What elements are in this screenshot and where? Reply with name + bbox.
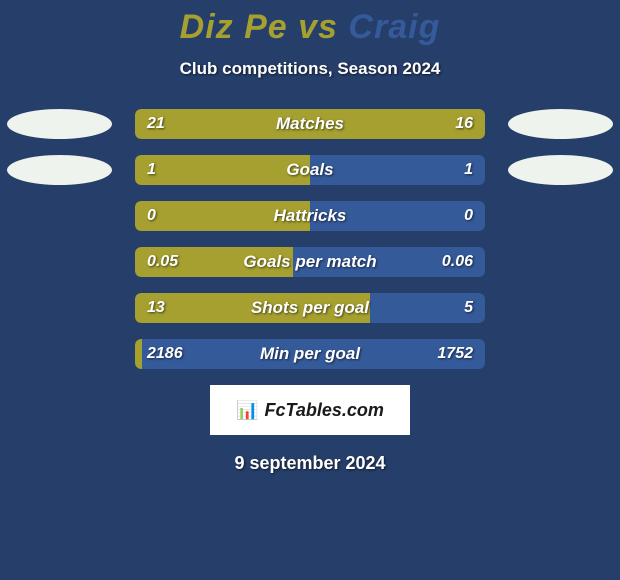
stat-row: Goals per match0.05 0.06	[135, 247, 485, 277]
stat-label: Min per goal	[135, 339, 485, 369]
stat-label: Hattricks	[135, 201, 485, 231]
subtitle: Club competitions, Season 2024	[0, 59, 620, 79]
avatar-player2-bottom	[508, 155, 613, 185]
stat-value-right: 16	[455, 109, 473, 139]
stat-row: Hattricks0 0	[135, 201, 485, 231]
stat-label: Goals	[135, 155, 485, 185]
stat-value-left: 21	[147, 109, 165, 139]
stat-label: Matches	[135, 109, 485, 139]
avatar-player1-bottom	[7, 155, 112, 185]
brand-text: FcTables.com	[265, 400, 384, 421]
stat-value-right: 1	[464, 155, 473, 185]
stat-label: Shots per goal	[135, 293, 485, 323]
title-vs: vs	[298, 8, 338, 46]
stat-value-right: 0	[464, 201, 473, 231]
stat-value-left: 1	[147, 155, 156, 185]
stat-value-left: 13	[147, 293, 165, 323]
page-title: Diz Pe vs Craig	[0, 0, 620, 47]
stat-row: Goals1 1	[135, 155, 485, 185]
comparison-bars: Matches21 16 Goals1 1 Hattricks0 0 Goals per m…	[135, 109, 485, 369]
stat-row: Matches21 16	[135, 109, 485, 139]
stat-value-left: 0.05	[147, 247, 178, 277]
stat-value-right: 5	[464, 293, 473, 323]
stat-value-right: 0.06	[442, 247, 473, 277]
date-label: 9 september 2024	[0, 453, 620, 474]
stat-value-left: 0	[147, 201, 156, 231]
stat-label: Goals per match	[135, 247, 485, 277]
stat-value-left: 2186	[147, 339, 183, 369]
stat-row: Min per goal2186 1752	[135, 339, 485, 369]
stat-row: Shots per goal13 5	[135, 293, 485, 323]
avatar-player1-top	[7, 109, 112, 139]
brand-badge: 📊 FcTables.com	[210, 385, 410, 435]
stat-value-right: 1752	[437, 339, 473, 369]
title-player1: Diz Pe	[180, 8, 288, 46]
avatar-player2-top	[508, 109, 613, 139]
comparison-infographic: Diz Pe vs Craig Club competitions, Seaso…	[0, 0, 620, 580]
title-player2: Craig	[348, 8, 440, 46]
chart-icon: 📊	[236, 400, 258, 421]
